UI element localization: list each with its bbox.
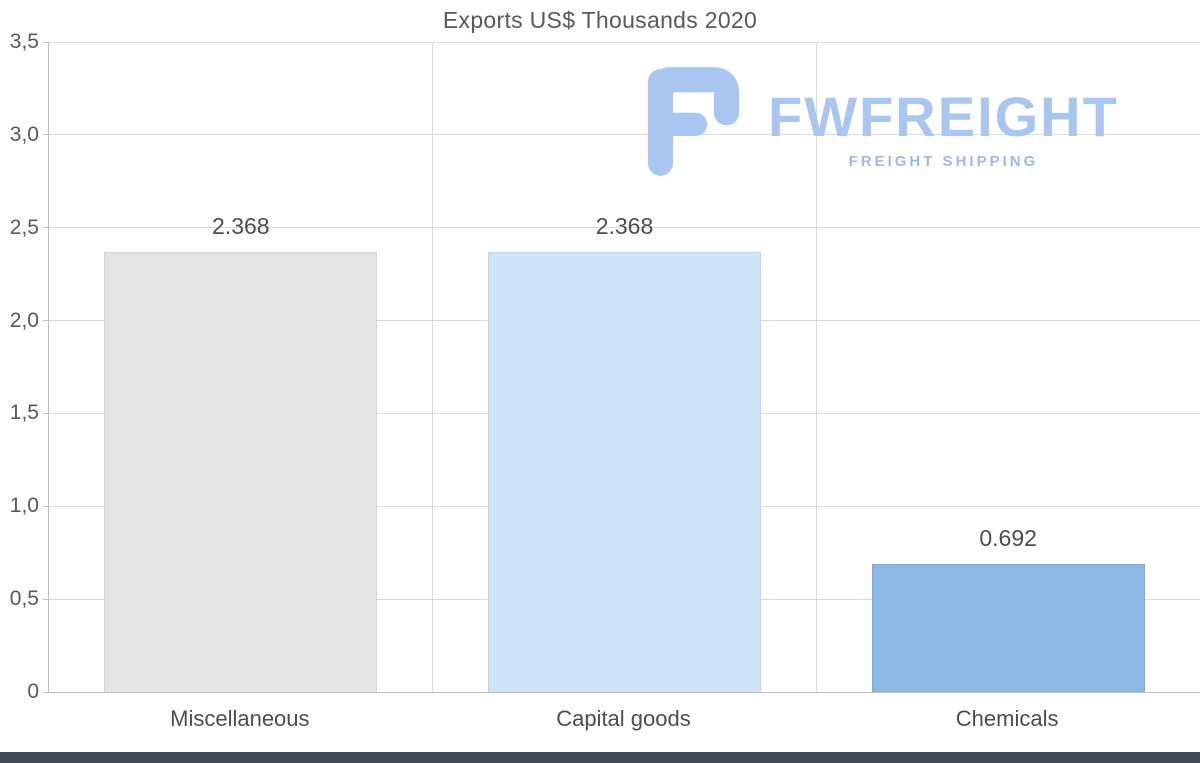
gridline-horizontal	[49, 227, 1200, 229]
y-tick-mark	[43, 320, 48, 322]
x-category-label-chemicals: Chemicals	[955, 706, 1059, 731]
y-tick-mark	[43, 691, 48, 693]
y-tick-label: 2,0	[9, 308, 39, 332]
y-tick-label: 1,5	[9, 401, 39, 425]
y-axis: 0 0,5 1,0 1,5 2,0 2,5 3,0 3,5	[0, 30, 48, 703]
chart-title: Exports US$ Thousands 2020	[442, 7, 758, 33]
x-category-label-miscellaneous: Miscellaneous	[170, 706, 310, 731]
bar-value-label-capital-goods: 2.368	[595, 213, 654, 240]
y-tick-label: 0,5	[9, 587, 39, 611]
gridline-vertical	[815, 42, 817, 692]
y-tick-label: 3,5	[9, 30, 39, 53]
gridline-horizontal	[49, 41, 1200, 43]
y-tick-label: 1,0	[9, 494, 39, 518]
gridline-vertical	[432, 42, 434, 692]
x-category-label-capital-goods: Capital goods	[556, 706, 691, 731]
bar-miscellaneous	[104, 252, 378, 692]
y-tick-label: 2,5	[9, 215, 39, 239]
y-tick-mark	[43, 227, 48, 229]
y-tick-mark	[43, 134, 48, 136]
bar-capital-goods	[487, 252, 762, 692]
bar-value-label-chemicals: 0.692	[979, 524, 1037, 551]
y-tick-mark	[43, 412, 48, 414]
x-axis: Miscellaneous Capital goods Chemicals	[48, 700, 1199, 736]
y-tick-mark	[43, 505, 48, 507]
gridline-horizontal	[49, 134, 1200, 136]
y-tick-label: 0	[27, 680, 39, 703]
bar-value-label-miscellaneous: 2.368	[212, 213, 270, 240]
y-tick-mark	[43, 598, 48, 600]
footer-bar	[0, 752, 1200, 763]
plot-area: 2.368 2.368 0.692	[48, 41, 1200, 693]
y-tick-label: 3,0	[9, 122, 39, 146]
y-tick-mark	[43, 41, 48, 43]
bar-chemicals	[871, 563, 1145, 692]
